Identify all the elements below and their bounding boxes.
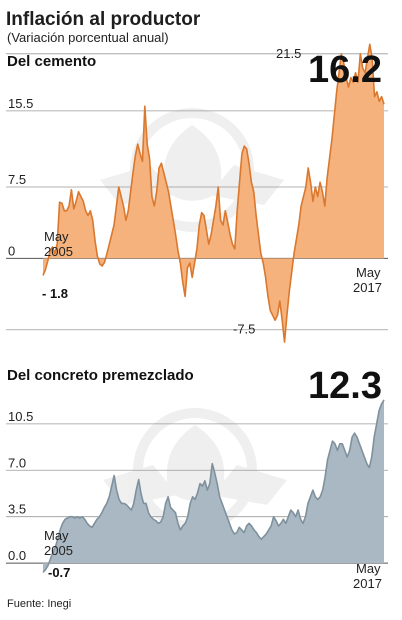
concrete-start-year: 2005 [44,543,73,558]
concrete-end-month: May [356,561,381,576]
cement-chart-title: Del cemento [7,53,96,70]
c2-ytick-label: 7.0 [8,455,26,470]
concrete-last-value: 12.3 [308,365,382,407]
cement-start-month: May [44,229,69,244]
page-subtitle: (Variación porcentual anual) [7,30,169,45]
cement-end-month: May [356,265,381,280]
c1-ytick-label: 21.5 [276,46,301,61]
source-note: Fuente: Inegi [7,598,71,610]
concrete-end-year: 2017 [353,576,382,591]
c1-ytick-label: 7.5 [8,172,26,187]
concrete-start-month: May [44,528,69,543]
cement-start-value: - 1.8 [42,286,68,301]
c2-ytick-label: 0.0 [8,548,26,563]
page-title: Inflación al productor [6,9,201,30]
concrete-start-value: -0.7 [48,565,70,580]
c1-ytick-label: 15.5 [8,96,33,111]
cement-end-year: 2017 [353,280,382,295]
concrete-chart-title: Del concreto premezclado [7,367,194,384]
concrete-area-series [43,399,384,573]
concrete-chart: Del concreto premezclado May 2005 -0.7 M… [6,365,388,591]
c1-ytick-label: 0 [8,243,15,258]
c1-ytick-label: -7.5 [233,322,255,337]
cement-area-series [43,44,384,343]
cement-start-year: 2005 [44,244,73,259]
concrete-line-series [42,399,385,573]
cement-chart: Del cemento May 2005 - 1.8 May 2017 16.2… [6,43,388,343]
c2-ytick-label: 3.5 [8,502,26,517]
cement-line-series [42,43,385,343]
cement-last-value: 16.2 [308,49,382,91]
c2-ytick-label: 10.5 [8,409,33,424]
